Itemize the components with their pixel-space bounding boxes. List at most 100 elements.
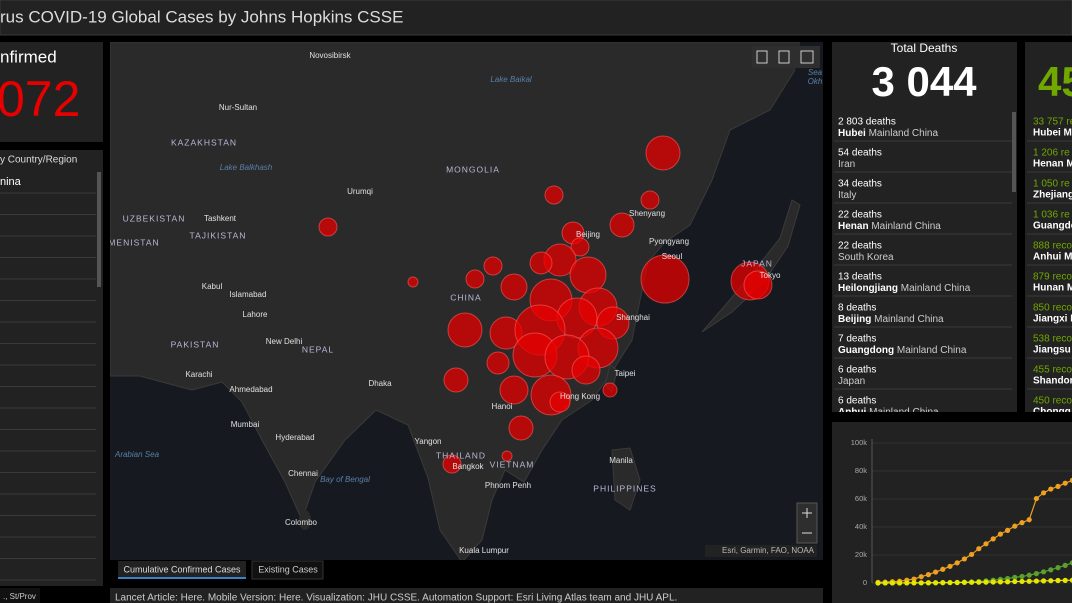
place-region: Mainland China bbox=[897, 345, 967, 356]
data-point bbox=[947, 579, 953, 586]
death-place: Beijing Mainland China bbox=[838, 314, 944, 325]
death-count: 34 deaths bbox=[838, 179, 882, 190]
place-region: Mainland China bbox=[901, 283, 971, 294]
country-label: KAZAKHSTAN bbox=[171, 137, 237, 147]
city-label: Karachi bbox=[185, 370, 212, 379]
recovered-place: Chongq bbox=[1033, 407, 1071, 418]
map-toolbar[interactable] bbox=[752, 46, 820, 68]
data-point bbox=[904, 580, 910, 586]
footer-text: Lancet Article: Here. Mobile Version: He… bbox=[115, 593, 677, 603]
data-point bbox=[1069, 477, 1072, 483]
data-point bbox=[1005, 527, 1011, 533]
data-point bbox=[1026, 578, 1032, 584]
scrollbar bbox=[97, 172, 101, 287]
case-bubble bbox=[486, 351, 510, 375]
recovered-place: Henan M bbox=[1033, 159, 1072, 170]
data-point bbox=[925, 572, 932, 578]
case-bubble bbox=[640, 190, 660, 210]
data-point bbox=[961, 556, 968, 562]
city-label: Nur-Sultan bbox=[219, 103, 257, 112]
data-point bbox=[1041, 490, 1047, 496]
recovered-count: 538 reco bbox=[1033, 334, 1072, 345]
city-label: Mumbai bbox=[231, 420, 260, 429]
bookmark-icon[interactable] bbox=[756, 50, 768, 64]
grid-icon[interactable] bbox=[800, 50, 814, 64]
case-bubble bbox=[609, 212, 635, 238]
recovered-count: 1 036 re bbox=[1033, 210, 1070, 221]
place-name: Beijing bbox=[838, 314, 871, 325]
water-label: Lake Baikal bbox=[490, 75, 532, 84]
data-point bbox=[933, 580, 939, 586]
recovered-count: 33 757 re bbox=[1033, 117, 1072, 128]
country-label: TAJIKISTAN bbox=[190, 230, 247, 240]
place-region: Mainland China bbox=[871, 221, 941, 232]
death-place: Italy bbox=[838, 190, 856, 201]
recovered-count: 455 reco bbox=[1033, 365, 1072, 376]
city-label: Lahore bbox=[243, 310, 268, 319]
data-point bbox=[969, 551, 975, 558]
city-label: Bangkok bbox=[452, 462, 484, 471]
map-labels: KAZAKHSTAN MONGOLIA UZBEKISTAN TAJIKISTAN ME… bbox=[110, 51, 823, 555]
recovered-count: 879 reco bbox=[1033, 272, 1072, 283]
data-point bbox=[983, 579, 989, 585]
y-tick-label: 20k bbox=[855, 550, 867, 559]
data-point bbox=[961, 579, 968, 586]
case-bubble bbox=[318, 217, 338, 237]
recovered-total: 45 bbox=[1038, 58, 1072, 105]
place-name: Heilongjiang bbox=[838, 283, 898, 294]
case-bubbles bbox=[318, 135, 773, 474]
place-region: Mainland China bbox=[869, 407, 939, 418]
country-list-header: y Country/Region bbox=[0, 155, 77, 166]
city-label: Ahmedabad bbox=[229, 385, 272, 394]
data-point bbox=[933, 569, 939, 575]
case-bubble bbox=[570, 237, 590, 257]
water-label: Okh bbox=[808, 77, 823, 86]
death-count: 13 deaths bbox=[838, 272, 882, 283]
list-icon[interactable] bbox=[778, 50, 790, 64]
data-point bbox=[911, 580, 917, 586]
recovered-place: Shandon bbox=[1033, 376, 1072, 387]
city-label: Taipei bbox=[615, 369, 636, 378]
confirmed-panel bbox=[0, 42, 103, 142]
series-line bbox=[877, 579, 1072, 584]
series-line bbox=[877, 479, 1072, 583]
case-bubble bbox=[465, 269, 485, 289]
data-point bbox=[1041, 569, 1047, 575]
city-label: Tokyo bbox=[760, 271, 781, 280]
death-place: Anhui Mainland China bbox=[838, 407, 939, 418]
deaths-title: Total Deaths bbox=[891, 41, 958, 55]
death-place: Hubei Mainland China bbox=[838, 128, 938, 139]
data-point bbox=[1062, 562, 1068, 568]
tab[interactable] bbox=[251, 560, 324, 580]
death-count: 8 deaths bbox=[838, 303, 876, 314]
attribution-box bbox=[705, 545, 817, 557]
death-count: 7 deaths bbox=[838, 334, 876, 345]
data-point bbox=[997, 579, 1004, 585]
city-label: Hyderabad bbox=[275, 433, 314, 442]
y-tick-label: 80k bbox=[855, 466, 867, 475]
data-point bbox=[1026, 517, 1032, 523]
case-bubble bbox=[499, 375, 529, 405]
tab-label[interactable]: Cumulative Confirmed Cases bbox=[123, 564, 241, 574]
data-point bbox=[911, 576, 917, 582]
data-point bbox=[925, 580, 932, 586]
map-attribution: Esri, Garmin, FAO, NOAA bbox=[722, 546, 815, 555]
data-point bbox=[976, 579, 982, 585]
place-name: Guangdong bbox=[838, 345, 894, 356]
map[interactable]: KAZAKHSTAN MONGOLIA UZBEKISTAN TAJIKISTAN ME… bbox=[108, 42, 823, 562]
data-point bbox=[954, 560, 960, 566]
recovered-place: Hunan M bbox=[1033, 283, 1072, 294]
city-label: Novosibirsk bbox=[309, 51, 351, 60]
tab[interactable] bbox=[118, 561, 246, 579]
data-point bbox=[1019, 578, 1025, 585]
case-bubble bbox=[529, 251, 553, 275]
place-name: Italy bbox=[838, 190, 856, 201]
case-bubble bbox=[500, 273, 528, 301]
city-label: Islamabad bbox=[230, 290, 267, 299]
case-bubble bbox=[443, 367, 469, 393]
data-point bbox=[1055, 565, 1061, 571]
tab-label[interactable]: Existing Cases bbox=[258, 564, 318, 574]
